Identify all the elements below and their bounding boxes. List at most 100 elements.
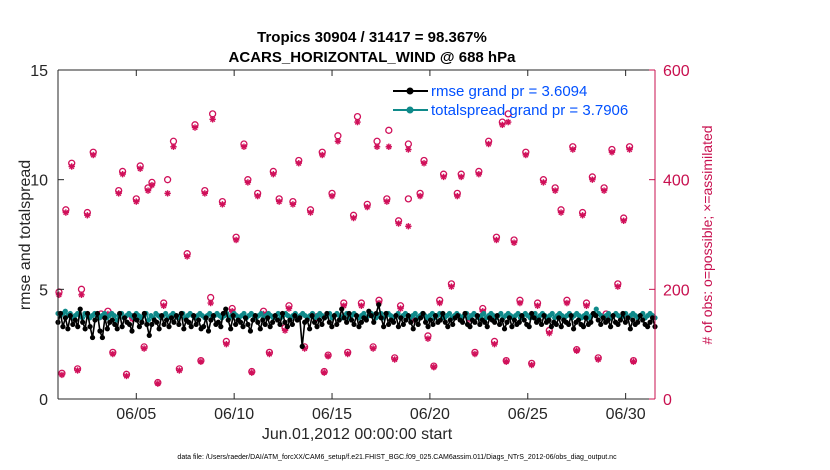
rmse-point <box>366 308 372 314</box>
obs-assimilated-stroke <box>223 341 230 347</box>
obs-assimilated-point <box>395 220 402 227</box>
obs-assimilated-point <box>176 367 183 374</box>
obs-assimilated-point <box>430 363 438 371</box>
rmse-point <box>640 317 646 323</box>
rmse-point <box>356 324 362 330</box>
rmse-point <box>245 321 251 328</box>
obs-assimilated-stroke <box>68 163 75 170</box>
obs-assimilated-stroke <box>436 300 443 306</box>
obs-assimilated-stroke <box>454 193 461 199</box>
rmse-point <box>504 319 510 325</box>
obs-assimilated-stroke <box>546 330 553 336</box>
left-tick-label: 15 <box>30 63 48 80</box>
rmse-point <box>427 317 434 323</box>
rmse-point <box>75 324 81 330</box>
totalspread-point <box>549 310 555 317</box>
obs-assimilated-stroke <box>620 218 627 224</box>
obs-assimilated-point <box>491 340 498 348</box>
obs-assimilated-stroke <box>59 372 65 378</box>
obs-assimilated-stroke <box>425 335 431 342</box>
rmse-point <box>625 315 631 321</box>
rmse-point <box>649 315 656 321</box>
rmse-point <box>324 310 330 317</box>
obs-assimilated-stroke <box>321 369 327 376</box>
x-tick-label: 06/20 <box>410 406 450 423</box>
rmse-point <box>477 321 483 328</box>
obs-assimilated-stroke <box>491 341 498 347</box>
rmse-point <box>521 317 527 323</box>
obs-assimilated-stroke <box>505 119 511 125</box>
rmse-point <box>393 313 399 319</box>
obs-assimilated-point <box>148 181 156 189</box>
totalspread-point <box>62 308 68 314</box>
obs-assimilated-point <box>154 380 162 387</box>
rmse-point <box>146 332 152 338</box>
rmse-point <box>282 319 288 325</box>
obs-assimilated-stroke <box>405 146 412 153</box>
rmse-point <box>94 310 101 317</box>
rmse-point <box>410 326 416 332</box>
obs-assimilated-point <box>614 283 622 290</box>
rmse-point <box>437 317 443 323</box>
rmse-point <box>188 324 194 330</box>
rmse-point <box>311 319 318 325</box>
obs-assimilated-stroke <box>192 124 198 131</box>
obs-assimilated-stroke <box>440 174 447 180</box>
rmse-point <box>450 321 456 328</box>
obs-assimilated-stroke <box>370 345 376 352</box>
rmse-point <box>607 324 614 330</box>
rmse-point <box>163 317 170 323</box>
rmse-point <box>326 319 332 325</box>
rmse-point <box>647 319 653 325</box>
rmse-point <box>208 317 214 323</box>
rmse-point <box>390 319 397 325</box>
obs-assimilated-point <box>475 170 483 178</box>
rmse-point <box>413 317 419 323</box>
obs-assimilated-point <box>164 190 171 197</box>
rmse-point <box>270 319 276 325</box>
obs-assimilated-point <box>485 140 492 148</box>
rmse-point <box>408 319 414 325</box>
left-tick-label: 5 <box>39 282 48 299</box>
obs-assimilated-stroke <box>391 356 398 363</box>
obs-assimilated-point <box>416 192 424 200</box>
rmse-point <box>82 326 88 332</box>
obs-assimilated-stroke <box>552 187 558 194</box>
rmse-point <box>373 310 379 317</box>
rmse-point <box>292 313 298 319</box>
rmse-point <box>242 315 249 321</box>
obs-assimilated-point <box>137 165 144 172</box>
chart-title-line1: Tropics 30904 / 31417 = 98.367% <box>257 29 487 46</box>
obs-assimilated-point <box>275 198 283 205</box>
rmse-point <box>445 324 451 330</box>
obs-assimilated-stroke <box>448 283 455 290</box>
rmse-point <box>159 313 165 319</box>
rmse-point <box>267 324 273 330</box>
obs-assimilated-point <box>74 367 81 374</box>
obs-assimilated-stroke <box>601 187 607 194</box>
rmse-series <box>55 302 658 349</box>
obs-assimilated-stroke <box>233 237 239 243</box>
obs-assimilated-stroke <box>325 353 331 359</box>
rmse-point <box>351 321 357 328</box>
rmse-point <box>240 324 246 330</box>
rmse-point <box>499 317 505 323</box>
rmse-point <box>67 313 73 319</box>
obs-assimilated-stroke <box>198 358 204 365</box>
obs-assimilated-stroke <box>493 237 500 243</box>
obs-assimilated-point <box>244 179 252 186</box>
rmse-point <box>200 324 207 330</box>
obs-assimilated-stroke <box>395 220 402 227</box>
obs-assimilated-stroke <box>319 152 325 158</box>
obs-assimilated-point <box>573 347 580 354</box>
obs-assimilated-stroke <box>405 223 412 230</box>
rmse-point <box>501 326 508 332</box>
rmse-point <box>566 321 572 328</box>
obs-assimilated-stroke <box>528 362 535 368</box>
obs-assimilated-point <box>589 176 596 183</box>
rmse-point <box>70 321 76 328</box>
obs-assimilated-point <box>160 302 167 309</box>
rmse-point <box>161 321 167 328</box>
obs-assimilated-point <box>219 201 226 208</box>
